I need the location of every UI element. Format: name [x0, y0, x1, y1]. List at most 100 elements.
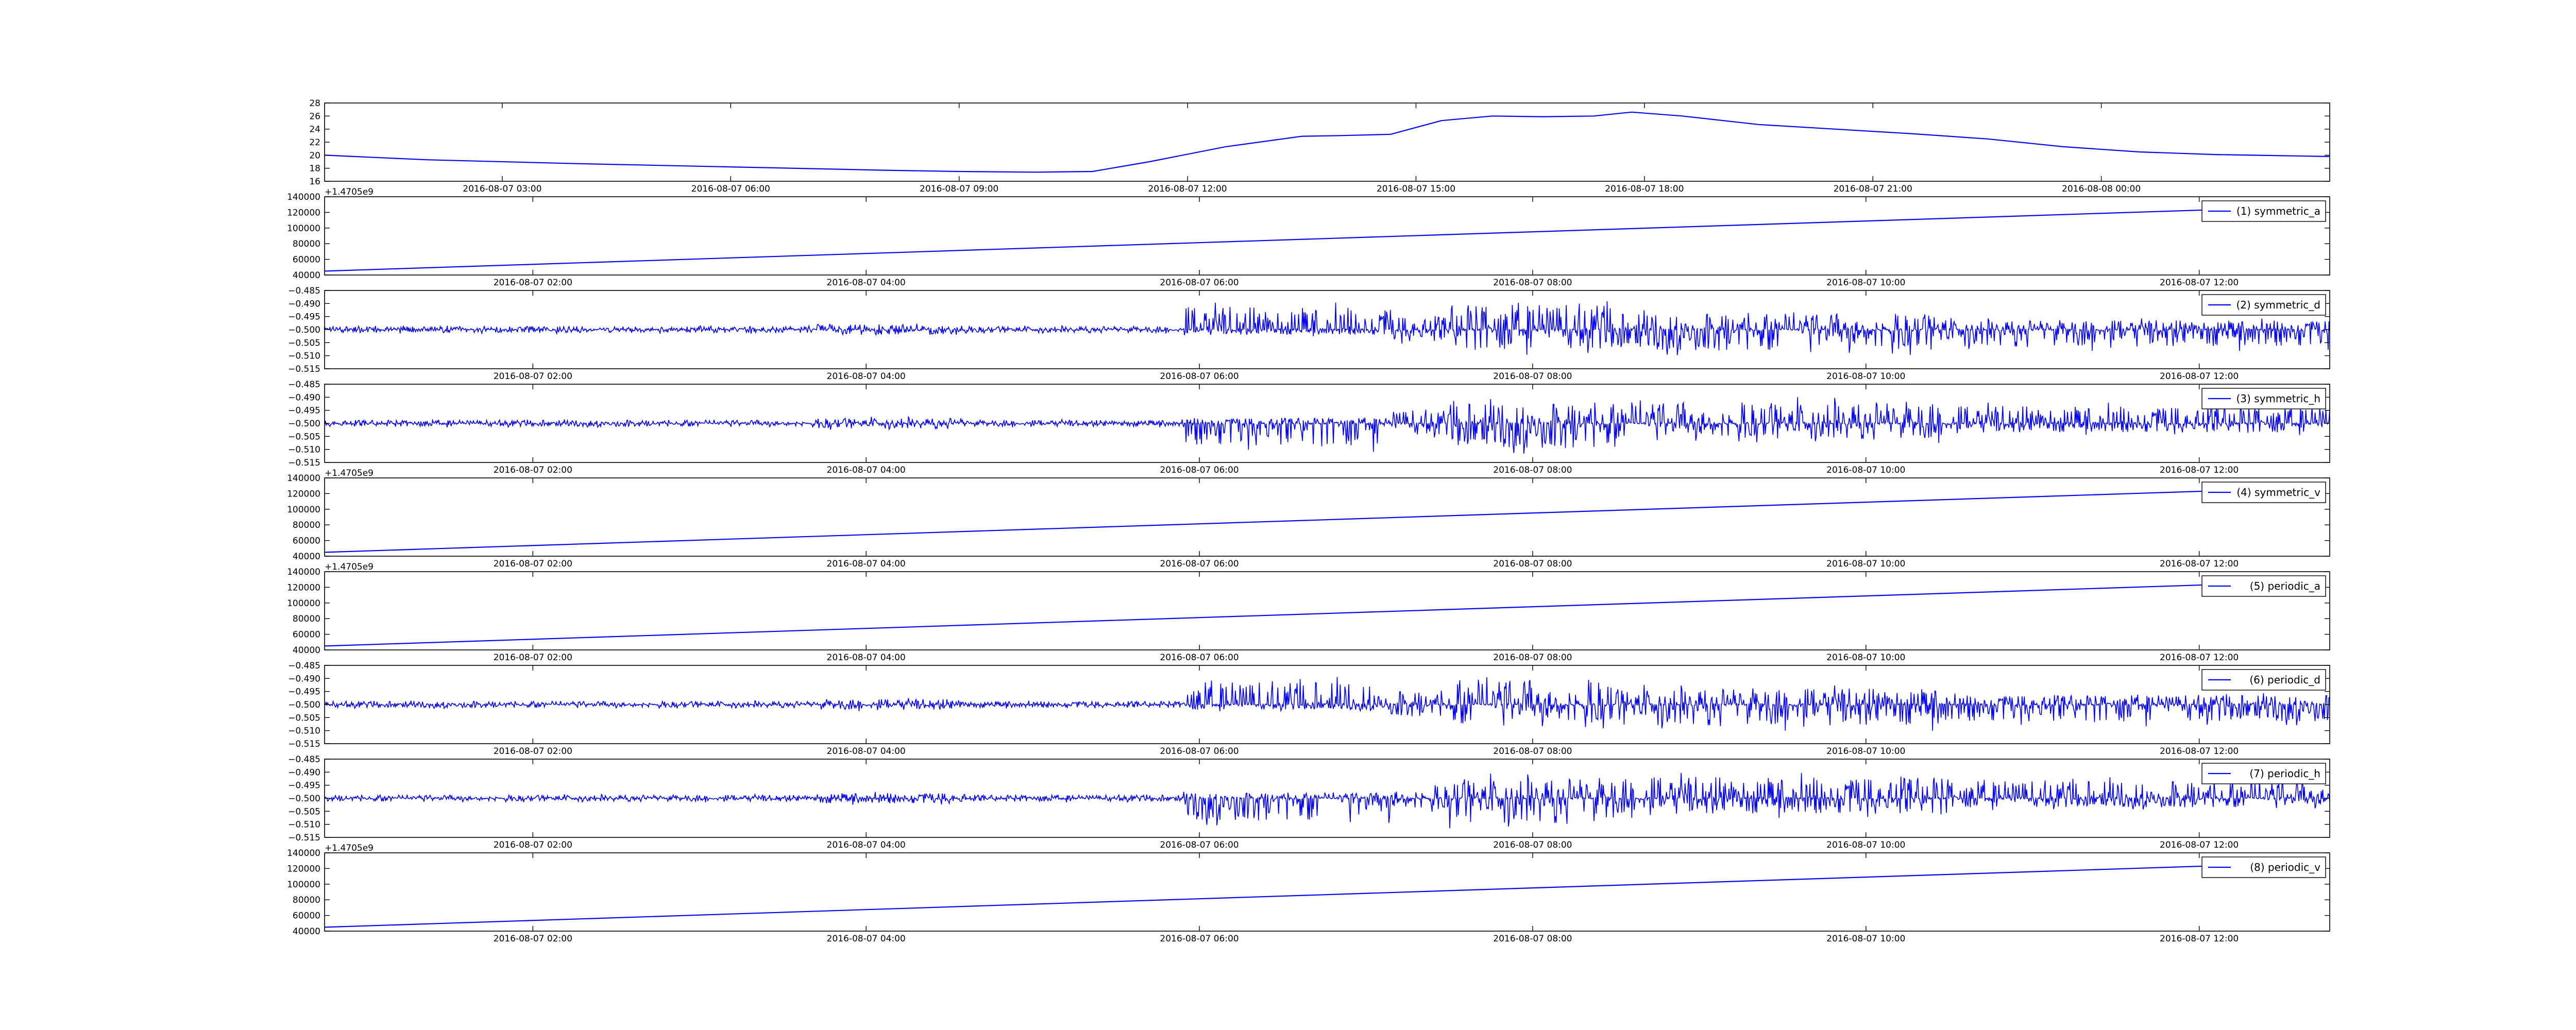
xtick-label-periodic_d-0: 2016-08-07 02:00	[494, 746, 572, 757]
legend-symmetric_h: (3) symmetric_h	[2201, 388, 2326, 409]
legend-label-periodic_h: (7) periodic_h	[2249, 767, 2320, 780]
xtick-label-symmetric_h-3: 2016-08-07 08:00	[1493, 465, 1572, 475]
xtick-label-temperature-5: 2016-08-07 18:00	[1605, 184, 1684, 194]
ytick-label-periodic_h-5: −0.490	[288, 767, 320, 778]
xtick-label-temperature-6: 2016-08-07 21:00	[1834, 184, 1912, 194]
subplot-symmetric_a: 40000 60000 80000 100000 120000 140000 2016-08…	[287, 187, 2330, 288]
series-line-symmetric_v	[324, 487, 2325, 553]
xtick-label-temperature-2: 2016-08-07 09:00	[920, 184, 998, 194]
legend-label-symmetric_h: (3) symmetric_h	[2236, 392, 2320, 405]
xtick-label-symmetric_a-0: 2016-08-07 02:00	[494, 278, 572, 288]
xtick-label-periodic_h-3: 2016-08-07 08:00	[1493, 840, 1572, 850]
xtick-label-periodic_h-0: 2016-08-07 02:00	[494, 840, 572, 850]
y-offset-label-periodic_a: +1.4705e9	[325, 562, 374, 572]
ytick-label-temperature-3: 22	[309, 138, 320, 148]
ytick-label-symmetric_a-1: 60000	[293, 255, 320, 265]
subplot-symmetric_v: 40000 60000 80000 100000 120000 140000 2016-08…	[287, 468, 2330, 569]
xtick-label-symmetric_v-2: 2016-08-07 06:00	[1160, 559, 1239, 569]
ytick-label-symmetric_d-3: −0.500	[288, 325, 320, 335]
xtick-label-symmetric_a-4: 2016-08-07 10:00	[1826, 278, 1905, 288]
xtick-label-periodic_a-2: 2016-08-07 06:00	[1160, 653, 1239, 663]
series-line-symmetric_a	[324, 205, 2325, 272]
ytick-label-periodic_a-0: 40000	[293, 645, 320, 656]
series-line-symmetric_d	[324, 301, 2330, 355]
ytick-label-symmetric_h-4: −0.495	[288, 406, 320, 416]
ytick-label-periodic_a-5: 140000	[287, 567, 320, 577]
xtick-label-symmetric_d-2: 2016-08-07 06:00	[1160, 371, 1239, 382]
xtick-label-periodic_a-0: 2016-08-07 02:00	[494, 653, 572, 663]
ytick-label-temperature-4: 24	[309, 125, 320, 135]
ytick-label-temperature-2: 20	[309, 150, 320, 161]
ytick-label-periodic_a-2: 80000	[293, 614, 320, 624]
ytick-label-symmetric_a-4: 120000	[287, 208, 320, 218]
series-line-temperature	[324, 111, 2330, 173]
xtick-label-periodic_h-1: 2016-08-07 04:00	[827, 840, 906, 850]
ytick-label-temperature-5: 26	[309, 111, 320, 122]
legend-periodic_d: (6) periodic_d	[2201, 669, 2326, 691]
xtick-label-periodic_v-5: 2016-08-07 12:00	[2160, 934, 2239, 944]
ytick-label-periodic_v-2: 80000	[293, 895, 320, 905]
ytick-label-periodic_h-1: −0.510	[288, 820, 320, 830]
subplot-periodic_v: 40000 60000 80000 100000 120000 140000 2016-08…	[287, 843, 2330, 944]
legend-periodic_v: (8) periodic_v	[2201, 856, 2326, 878]
axes-frame-periodic_a	[324, 571, 2330, 650]
subplot-temperature: 16 18 20 22 24 26 28 2016-08-07 03:00 2016-08-07…	[309, 98, 2330, 194]
xtick-label-symmetric_a-3: 2016-08-07 08:00	[1493, 278, 1572, 288]
subplot-symmetric_h: −0.515 −0.510 −0.505 −0.500 −0.495 −0.490 −0.4…	[288, 380, 2330, 475]
ytick-label-periodic_h-4: −0.495	[288, 781, 320, 791]
legend-label-symmetric_a: (1) symmetric_a	[2236, 205, 2320, 217]
ytick-label-temperature-1: 18	[309, 164, 320, 174]
ytick-label-temperature-0: 16	[309, 177, 320, 187]
axes-frame-symmetric_v	[324, 477, 2330, 557]
xtick-label-periodic_a-1: 2016-08-07 04:00	[827, 653, 906, 663]
subplot-periodic_a: 40000 60000 80000 100000 120000 140000 2016-08…	[287, 562, 2330, 663]
legend-periodic_h: (7) periodic_h	[2201, 763, 2326, 784]
xtick-label-periodic_v-3: 2016-08-07 08:00	[1493, 934, 1572, 944]
xtick-label-periodic_a-4: 2016-08-07 10:00	[1826, 653, 1905, 663]
ytick-label-periodic_d-6: −0.485	[288, 661, 320, 671]
series-line-periodic_a	[324, 580, 2325, 647]
xtick-label-periodic_d-1: 2016-08-07 04:00	[827, 746, 906, 757]
ytick-label-symmetric_v-1: 60000	[293, 536, 320, 546]
xtick-label-symmetric_h-5: 2016-08-07 12:00	[2160, 465, 2239, 475]
ytick-label-periodic_d-2: −0.505	[288, 713, 320, 723]
xtick-label-symmetric_d-1: 2016-08-07 04:00	[827, 371, 906, 382]
ytick-label-symmetric_a-3: 100000	[287, 224, 320, 234]
y-offset-label-periodic_v: +1.4705e9	[325, 843, 374, 853]
xtick-label-symmetric_v-4: 2016-08-07 10:00	[1826, 559, 1905, 569]
legend-periodic_a: (5) periodic_a	[2201, 575, 2326, 597]
xtick-label-periodic_d-4: 2016-08-07 10:00	[1826, 746, 1905, 757]
ytick-label-symmetric_v-3: 100000	[287, 505, 320, 515]
legend-label-periodic_d: (6) periodic_d	[2249, 674, 2320, 686]
xtick-label-symmetric_d-0: 2016-08-07 02:00	[494, 371, 572, 382]
legend-symmetric_v: (4) symmetric_v	[2201, 482, 2326, 503]
series-line-periodic_h	[324, 772, 2330, 829]
xtick-label-symmetric_v-1: 2016-08-07 04:00	[827, 559, 906, 569]
ytick-label-periodic_a-3: 100000	[287, 598, 320, 609]
ytick-label-symmetric_a-0: 40000	[293, 270, 320, 281]
xtick-label-periodic_v-0: 2016-08-07 02:00	[494, 934, 572, 944]
xtick-label-temperature-0: 2016-08-07 03:00	[463, 184, 541, 194]
ytick-label-symmetric_a-5: 140000	[287, 192, 320, 202]
y-offset-label-symmetric_a: +1.4705e9	[325, 187, 374, 197]
ytick-label-periodic_v-0: 40000	[293, 926, 320, 937]
ytick-label-symmetric_d-1: −0.510	[288, 351, 320, 362]
legend-label-symmetric_v: (4) symmetric_v	[2236, 486, 2320, 499]
series-line-periodic_d	[324, 677, 2330, 731]
xtick-label-temperature-7: 2016-08-08 00:00	[2062, 184, 2141, 194]
ytick-label-periodic_d-3: −0.500	[288, 700, 320, 710]
xtick-label-periodic_v-2: 2016-08-07 06:00	[1160, 934, 1239, 944]
ytick-label-periodic_v-1: 60000	[293, 911, 320, 921]
xtick-label-symmetric_a-2: 2016-08-07 06:00	[1160, 278, 1239, 288]
xtick-label-periodic_a-5: 2016-08-07 12:00	[2160, 653, 2239, 663]
xtick-label-symmetric_a-5: 2016-08-07 12:00	[2160, 278, 2239, 288]
ytick-label-periodic_a-1: 60000	[293, 630, 320, 640]
ytick-label-periodic_d-4: −0.495	[288, 687, 320, 697]
ytick-label-symmetric_h-1: −0.510	[288, 445, 320, 455]
legend-label-periodic_v: (8) periodic_v	[2250, 861, 2320, 873]
xtick-label-temperature-3: 2016-08-07 12:00	[1148, 184, 1227, 194]
xtick-label-symmetric_h-4: 2016-08-07 10:00	[1826, 465, 1905, 475]
ytick-label-periodic_h-3: −0.500	[288, 794, 320, 804]
xtick-label-symmetric_h-1: 2016-08-07 04:00	[827, 465, 906, 475]
